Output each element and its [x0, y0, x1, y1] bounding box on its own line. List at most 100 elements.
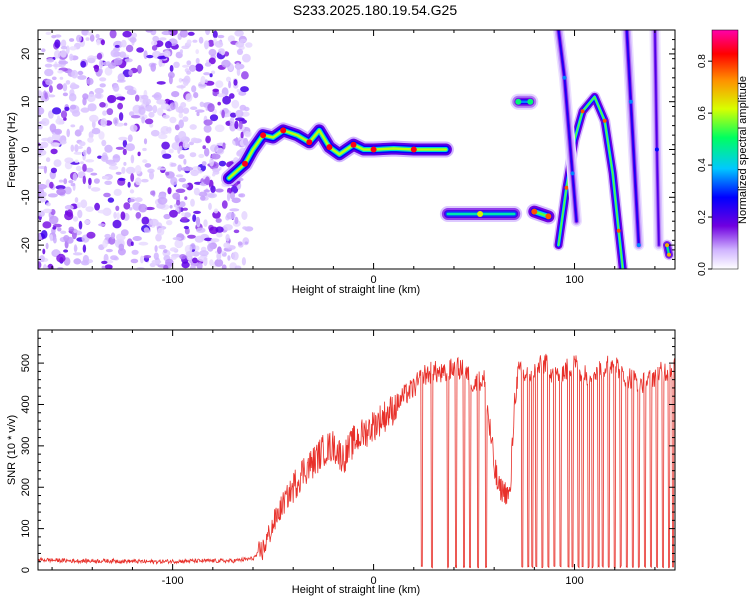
- noise-blob: [81, 30, 89, 36]
- x-tick-label: 100: [565, 274, 583, 286]
- noise-blob: [218, 48, 225, 54]
- noise-blob: [156, 81, 166, 85]
- noise-blob: [146, 105, 153, 112]
- noise-blob: [241, 71, 249, 80]
- noise-blob: [234, 120, 239, 130]
- spectrogram-marks: [38, 30, 675, 269]
- noise-blob: [229, 93, 235, 99]
- noise-blob: [175, 174, 184, 178]
- noise-blob: [125, 166, 136, 175]
- noise-blob: [56, 253, 66, 263]
- noise-blob: [40, 141, 49, 148]
- noise-blob: [113, 211, 117, 219]
- noise-blob: [178, 112, 184, 119]
- spectrogram-peak: [242, 160, 248, 167]
- noise-blob: [179, 201, 186, 208]
- noise-blob: [149, 123, 154, 128]
- noise-blob: [58, 179, 64, 183]
- colorbar: 0.0 0.2 0.4 0.6 0.8 Normalized spectral ampl…: [697, 29, 749, 276]
- noise-blob: [103, 192, 111, 198]
- noise-blob: [228, 80, 232, 89]
- noise-blob: [196, 111, 200, 117]
- noise-blob: [193, 210, 201, 214]
- noise-blob: [217, 93, 226, 98]
- y-tick-label: 0: [20, 567, 32, 573]
- noise-blob: [160, 126, 170, 135]
- noise-blob: [210, 144, 219, 153]
- noise-blob: [75, 165, 82, 172]
- snr-marks: [38, 353, 675, 569]
- noise-blob: [52, 107, 62, 115]
- noise-blob: [102, 110, 107, 116]
- noise-blob: [91, 127, 101, 135]
- noise-blob: [58, 60, 69, 65]
- noise-blob: [94, 202, 100, 211]
- noise-blob: [234, 30, 244, 37]
- noise-blob: [210, 185, 216, 193]
- noise-blob: [170, 256, 177, 260]
- noise-blob: [204, 147, 210, 157]
- noise-blob: [213, 208, 219, 214]
- noise-blob: [225, 234, 230, 242]
- noise-blob: [182, 183, 189, 188]
- noise-blob: [189, 152, 197, 158]
- noise-blob: [217, 101, 221, 106]
- noise-blob: [112, 84, 120, 92]
- noise-blob: [135, 177, 142, 186]
- noise-blob: [187, 31, 195, 36]
- noise-blob: [152, 105, 158, 114]
- noise-blob: [208, 57, 216, 65]
- noise-blob: [104, 233, 111, 239]
- noise-blob: [136, 47, 145, 53]
- noise-blob: [90, 172, 98, 176]
- spectrogram-peak: [370, 146, 377, 153]
- noise-blob: [163, 50, 171, 58]
- spectrogram-peak: [410, 146, 417, 153]
- noise-blob: [56, 83, 63, 90]
- noise-blob: [227, 255, 231, 261]
- noise-blob: [141, 116, 146, 124]
- noise-blob: [169, 209, 178, 218]
- noise-blob: [149, 218, 159, 226]
- spectrogram-peak: [260, 132, 267, 139]
- noise-blob: [215, 218, 222, 223]
- noise-blob: [231, 99, 240, 109]
- noise-blob: [239, 38, 247, 43]
- noise-blob: [171, 142, 181, 151]
- noise-blob: [112, 117, 119, 125]
- noise-blob: [100, 39, 105, 46]
- noise-blob: [244, 131, 251, 137]
- noise-blob: [72, 172, 78, 182]
- noise-blob: [203, 119, 213, 126]
- noise-blob: [38, 106, 45, 115]
- y-tick-label: -10: [20, 189, 32, 205]
- noise-blob: [38, 261, 42, 269]
- noise-blob: [94, 87, 104, 94]
- spectrogram-feature-arc: [553, 30, 582, 227]
- noise-blob: [195, 109, 205, 113]
- noise-blob: [121, 166, 126, 174]
- noise-blob: [173, 61, 180, 68]
- noise-blob: [70, 183, 76, 187]
- noise-blob: [193, 187, 200, 196]
- noise-blob: [159, 37, 167, 41]
- noise-blob: [163, 264, 169, 269]
- noise-blob: [241, 257, 246, 266]
- noise-blob: [134, 197, 143, 203]
- noise-blob: [40, 191, 47, 198]
- noise-blob: [124, 58, 133, 63]
- noise-blob: [241, 211, 248, 220]
- noise-blob: [169, 65, 174, 72]
- noise-blob: [104, 144, 113, 153]
- noise-blob: [185, 251, 194, 258]
- spectrogram-peak: [531, 208, 538, 215]
- noise-blob: [240, 86, 249, 93]
- noise-blob: [196, 262, 203, 269]
- noise-blob: [157, 55, 167, 60]
- noise-blob: [99, 68, 103, 75]
- noise-blob: [235, 136, 239, 146]
- colorbar-tick-label: 0.0: [697, 262, 708, 276]
- noise-blob: [235, 41, 245, 48]
- noise-blob: [143, 227, 150, 233]
- noise-blob: [182, 64, 190, 68]
